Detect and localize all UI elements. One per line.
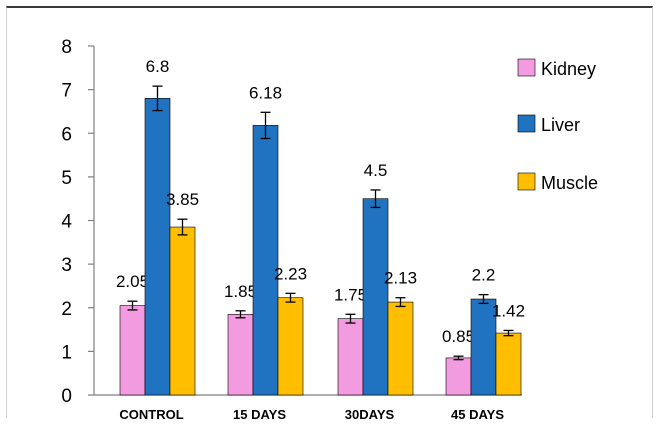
- y-tick-label: 7: [61, 81, 72, 102]
- data-label: 3.85: [166, 190, 199, 209]
- y-tick-label: 5: [61, 168, 72, 189]
- legend-label-liver: Liver: [541, 115, 580, 135]
- y-tick-label: 8: [61, 37, 72, 58]
- bar-kidney: [445, 357, 472, 396]
- bar-muscle: [495, 332, 522, 396]
- legend-label-muscle: Muscle: [541, 173, 598, 193]
- legend-swatch-kidney: [517, 58, 536, 77]
- legend-swatch-muscle: [517, 172, 536, 191]
- y-tick-label: 1: [61, 342, 72, 363]
- bar-liver: [362, 198, 389, 396]
- bar-liver: [252, 125, 279, 396]
- data-label: 2.23: [274, 264, 307, 283]
- x-category-label: 30DAYS: [345, 407, 395, 422]
- y-tick-label: 0: [61, 386, 72, 407]
- data-label: 0.85: [442, 327, 475, 346]
- x-category-label: 15 DAYS: [233, 407, 286, 422]
- legend-swatch-liver: [517, 114, 536, 133]
- x-category-label: CONTROL: [119, 407, 183, 422]
- bar-muscle: [387, 301, 414, 396]
- y-tick-label: 6: [61, 124, 72, 145]
- data-label: 6.8: [146, 57, 170, 76]
- data-label: 4.5: [364, 161, 388, 180]
- data-label: 2.13: [384, 269, 417, 288]
- bar-kidney: [337, 318, 364, 396]
- bar-liver: [144, 98, 171, 396]
- bar-kidney: [227, 313, 254, 396]
- bar-muscle: [277, 297, 304, 396]
- y-tick-label: 3: [61, 255, 72, 276]
- bar-muscle: [169, 226, 196, 396]
- x-category-label: 45 DAYS: [451, 407, 504, 422]
- data-label: 2.2: [472, 266, 496, 285]
- y-tick-label: 2: [61, 299, 72, 320]
- y-tick-label: 4: [61, 212, 72, 233]
- bar-kidney: [119, 305, 146, 396]
- data-label: 1.85: [224, 282, 257, 301]
- data-label: 2.05: [116, 272, 149, 291]
- data-label: 6.18: [249, 83, 282, 102]
- legend-label-kidney: Kidney: [541, 59, 596, 79]
- data-label: 1.42: [492, 301, 525, 320]
- chart-frame: [6, 6, 653, 418]
- data-label: 1.75: [334, 285, 367, 304]
